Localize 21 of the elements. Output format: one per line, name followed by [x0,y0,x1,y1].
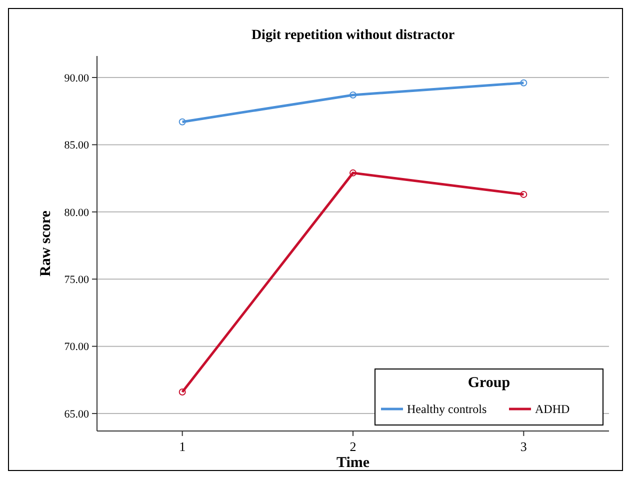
x-tick-label: 1 [179,439,186,454]
y-tick-label: 90.00 [64,72,90,84]
x-axis-title: Time [336,455,370,471]
x-tick-label: 2 [350,439,356,454]
point [178,118,186,126]
point [350,169,356,176]
point [178,388,186,396]
y-tick-label: 70.00 [64,341,90,354]
x-tick-label: 3 [520,439,527,454]
point [520,79,528,86]
y-axis-title: Raw score [38,210,54,276]
legend-title: Group [468,375,510,391]
point [350,91,356,98]
chart-title: Digit repetition without distractor [251,28,455,43]
y-tick-label: 65.00 [64,408,90,420]
point [520,190,528,198]
y-tick-label: 80.00 [64,206,90,219]
legend-label: ADHD [535,402,570,416]
y-tick-label: 85.00 [64,140,90,152]
legend-label: Healthy controls [407,402,487,416]
y-tick-label: 75.00 [64,274,90,286]
